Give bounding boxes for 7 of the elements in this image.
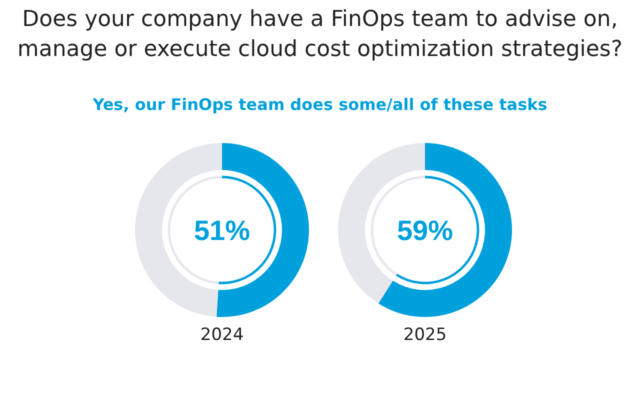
data-label: 51% xyxy=(194,215,250,246)
donut-slice xyxy=(378,143,512,317)
text: 2024 xyxy=(200,325,244,345)
data-label: 59% xyxy=(396,215,454,246)
chart-subtitle: Yes, our FinOps team does some/all of these tasks xyxy=(92,95,548,114)
text: 2025 xyxy=(403,325,447,345)
chart-title: Does your company have a FinOps team to advise on, manage or execute cloud cost optimization strategies? xyxy=(17,7,623,62)
